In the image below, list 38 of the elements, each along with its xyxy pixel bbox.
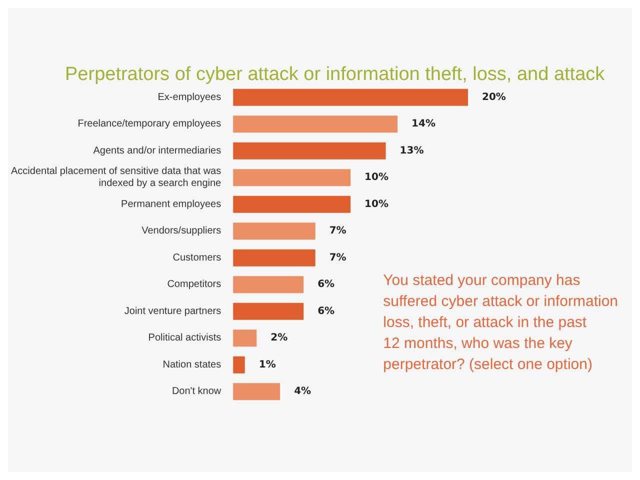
y-tick-label: Customers [172, 252, 222, 264]
bar [233, 249, 316, 266]
bar [233, 88, 468, 106]
data-label: 13% [400, 145, 424, 156]
bar [233, 222, 316, 240]
y-tick-label: Accidental placement of sensitive data that was indexed by a search engine [10, 166, 222, 190]
annotation: You stated your company has suffered cyber attack or information loss, theft, or attack in the past 12 months, who was the key perpetrator? (select one option) [383, 272, 618, 373]
bar [233, 196, 351, 213]
bar [233, 169, 351, 186]
data-label: 7% [329, 226, 346, 237]
data-label: 6% [318, 306, 335, 317]
bar [233, 116, 398, 133]
y-tick-label: Don't know [172, 386, 222, 398]
bar [233, 276, 304, 294]
y-tick-label: Ex-employees [158, 92, 222, 103]
data-label: 7% [329, 252, 346, 264]
data-label: 1% [258, 359, 276, 370]
bar [233, 356, 245, 374]
chart-title: Perpetrators of cyber attack or information theft, loss, and attack [65, 64, 606, 85]
data-label: 6% [318, 279, 335, 290]
y-tick-label: Joint venture partners [124, 306, 222, 317]
data-label: 2% [270, 332, 288, 344]
data-label: 4% [294, 386, 312, 398]
y-tick-label: Vendors/suppliers [142, 226, 222, 237]
bar [233, 142, 386, 160]
y-tick-label: Permanent employees [121, 198, 222, 210]
data-label: 14% [412, 118, 436, 130]
data-label: 20% [482, 92, 506, 103]
y-tick-label: Freelance/temporary employees [78, 118, 222, 130]
data-label: 10% [364, 172, 388, 184]
y-tick-label: Agents and/or intermediaries [93, 145, 222, 156]
y-tick-label: Competitors [167, 279, 222, 290]
data-label: 10% [364, 198, 388, 210]
bar [233, 302, 304, 320]
bar [233, 330, 257, 347]
bar [233, 383, 280, 400]
y-tick-label: Political activists [148, 332, 222, 344]
y-tick-label: Nation states [162, 359, 222, 370]
